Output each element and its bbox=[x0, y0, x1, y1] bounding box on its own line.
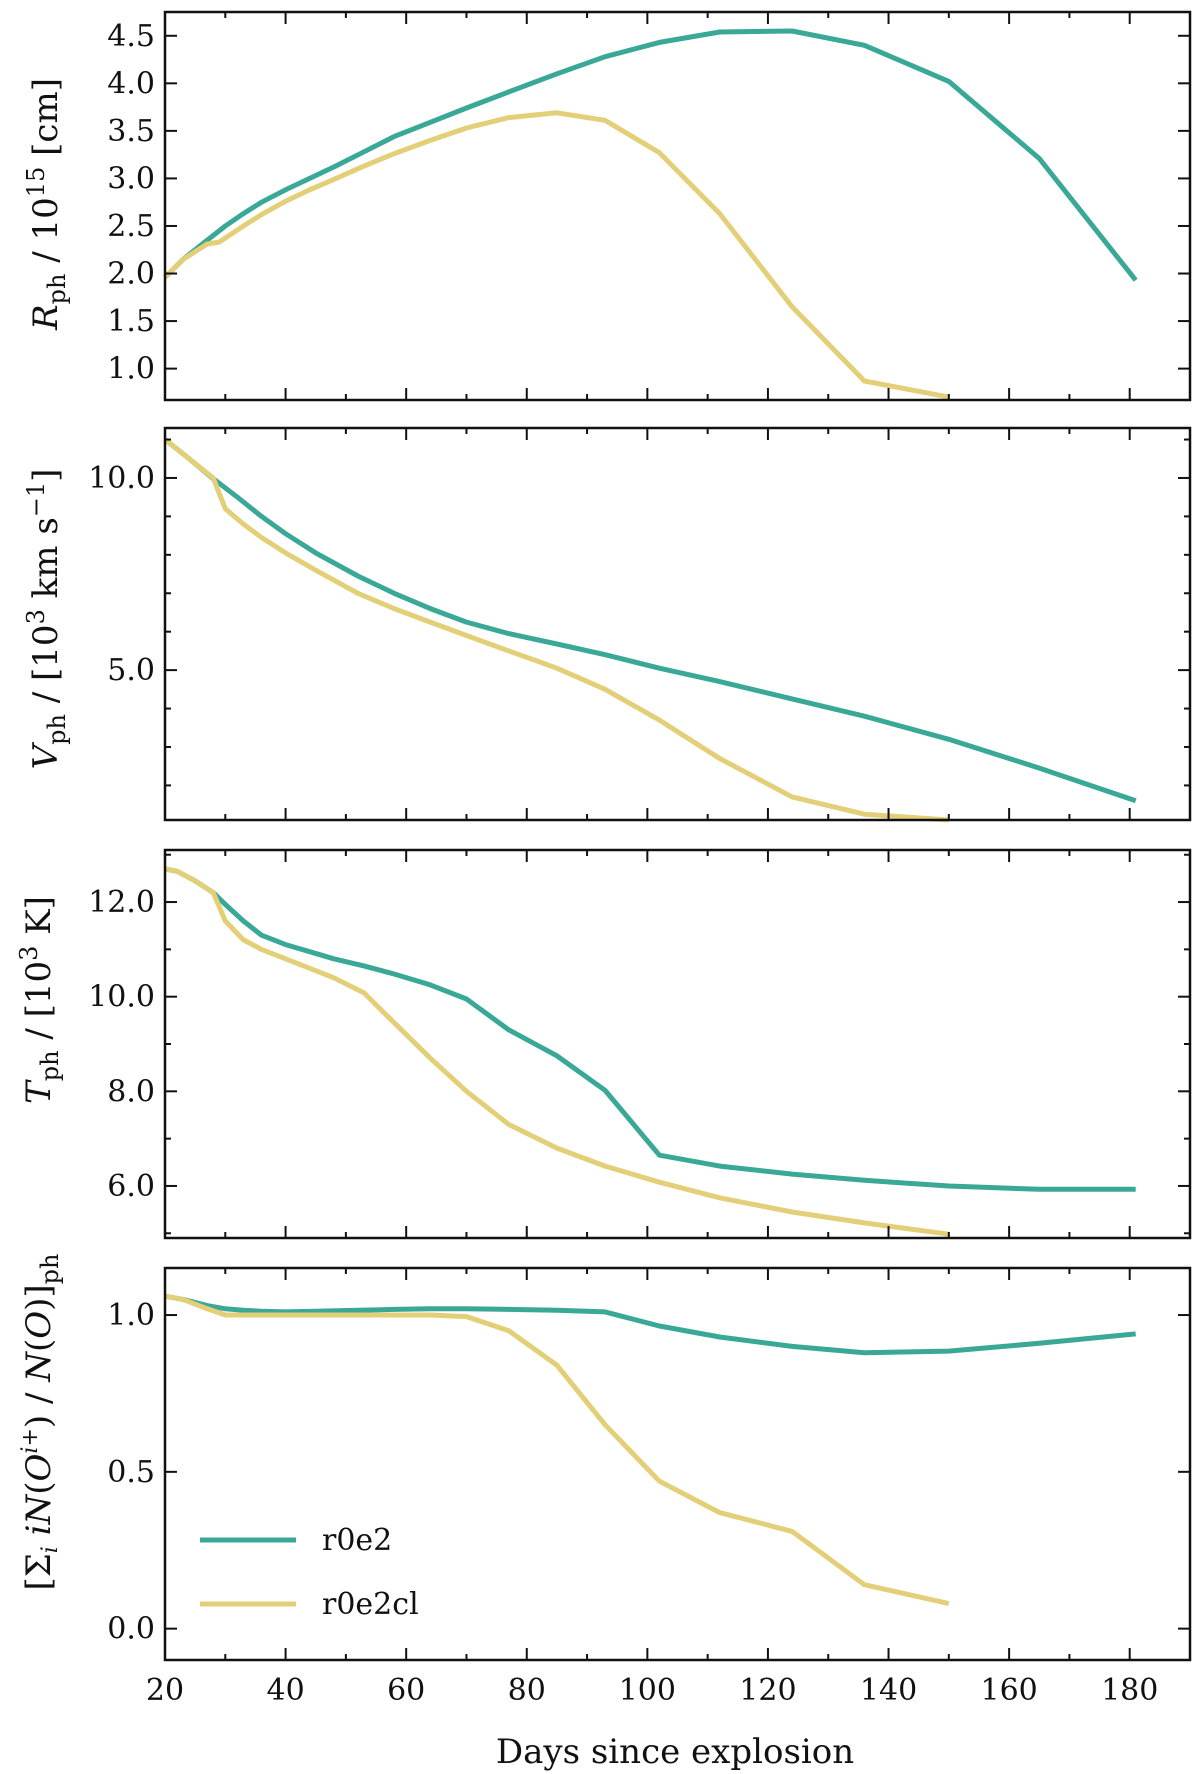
series-line-r0e2-panel3 bbox=[164, 866, 1136, 1192]
x-tick-label: 160 bbox=[980, 1673, 1037, 1708]
y-tick-label-panel1: 3.5 bbox=[107, 114, 155, 149]
y-tick-label-panel1: 4.0 bbox=[107, 66, 155, 101]
x-tick-label: 100 bbox=[619, 1673, 676, 1708]
series-line-r0e2cl-panel3 bbox=[164, 866, 950, 1237]
axes-frame-panel4 bbox=[163, 1266, 1192, 1662]
series-line-r0e2-panel2 bbox=[163, 437, 1137, 804]
y-tick-label-panel2: 5.0 bbox=[107, 653, 155, 688]
series-line-r0e2cl-panel2 bbox=[163, 437, 949, 823]
series-line-r0e2cl-panel4 bbox=[164, 1293, 950, 1607]
series-line-r0e2cl-panel1 bbox=[163, 110, 950, 400]
ylabel-rph: Rph / 1015 [cm] bbox=[22, 78, 71, 331]
x-tick-label: 40 bbox=[266, 1673, 304, 1708]
axes-frame-panel3 bbox=[163, 848, 1192, 1240]
axes-frame-panel2 bbox=[163, 426, 1192, 822]
legend-label-r0e2cl: r0e2cl bbox=[322, 1587, 419, 1622]
y-tick-label-panel3: 10.0 bbox=[88, 980, 155, 1015]
x-tick-label: 20 bbox=[146, 1673, 184, 1708]
x-tick-label: 120 bbox=[739, 1673, 796, 1708]
series-line-r0e2-panel4 bbox=[164, 1293, 1136, 1356]
y-tick-label-panel1: 2.0 bbox=[107, 257, 155, 292]
axes-frame-panel1 bbox=[163, 10, 1192, 402]
x-tick-label: 60 bbox=[387, 1673, 425, 1708]
x-tick-label: 140 bbox=[860, 1673, 917, 1708]
y-tick-label-panel1: 2.5 bbox=[107, 209, 155, 244]
y-tick-label-panel1: 3.0 bbox=[107, 161, 155, 196]
y-tick-label-panel1: 4.5 bbox=[107, 19, 155, 54]
y-tick-label-panel3: 6.0 bbox=[107, 1169, 155, 1204]
y-tick-label-panel4: 0.0 bbox=[107, 1612, 155, 1647]
y-tick-label-panel4: 0.5 bbox=[107, 1455, 155, 1490]
ylabel-vph: Vph / [103 km s−1] bbox=[22, 469, 71, 770]
y-tick-label-panel1: 1.5 bbox=[107, 304, 155, 339]
y-tick-label-panel3: 12.0 bbox=[88, 885, 155, 920]
series-line-r0e2-panel1 bbox=[163, 28, 1138, 282]
ylabel-tph: Tph / [103 K] bbox=[15, 896, 64, 1104]
legend-label-r0e2: r0e2 bbox=[322, 1523, 392, 1558]
panels: 1.0 1.5 2.0 2.5 3.0 3.5 4.0 4.5 5.0 10.0 6.0 8.0 10.… bbox=[88, 10, 1192, 1708]
x-tick-label: 180 bbox=[1101, 1673, 1158, 1708]
y-tick-label-panel3: 8.0 bbox=[107, 1074, 155, 1109]
y-tick-label-panel2: 10.0 bbox=[88, 461, 155, 496]
xlabel: Days since explosion bbox=[496, 1732, 854, 1772]
y-tick-label-panel4: 1.0 bbox=[107, 1298, 155, 1333]
x-tick-label: 80 bbox=[508, 1673, 546, 1708]
ylabel-ionization: [Σi iN(Oi+) / N(O)]ph bbox=[18, 1253, 64, 1590]
y-tick-label-panel1: 1.0 bbox=[107, 352, 155, 387]
